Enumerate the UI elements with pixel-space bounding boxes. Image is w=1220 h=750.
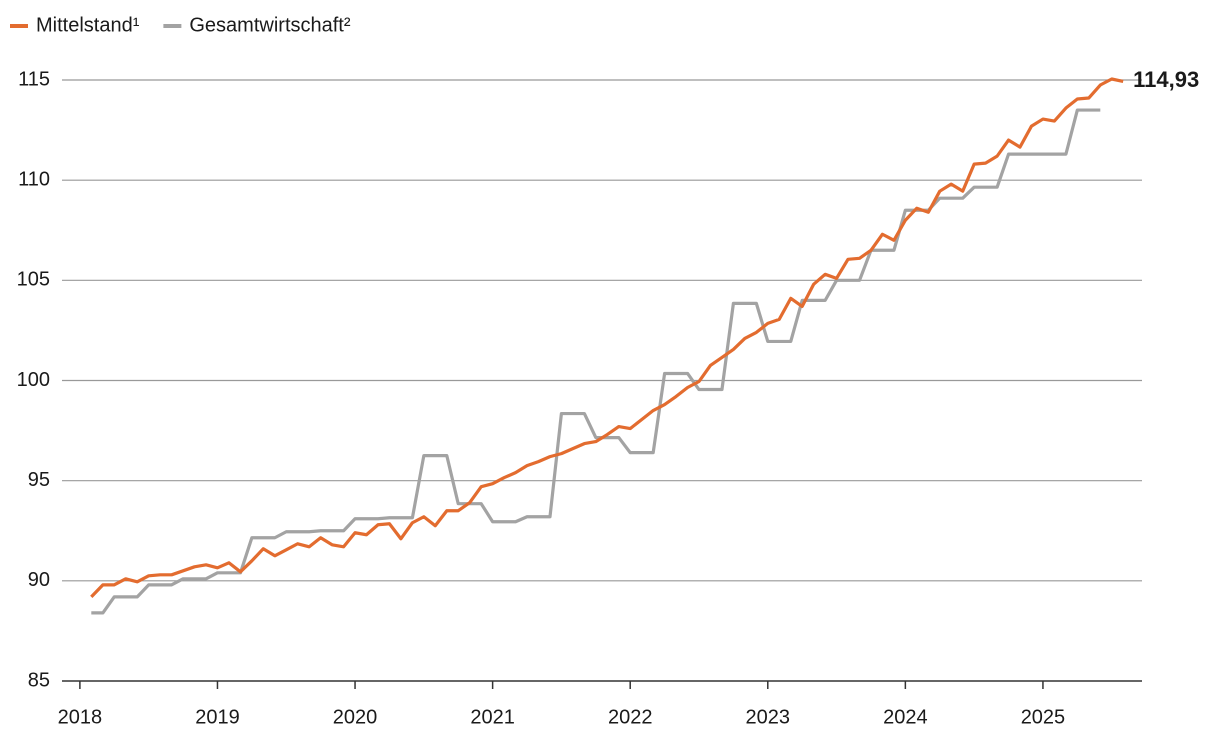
x-tick-label: 2022 (608, 706, 653, 728)
x-tick-label: 2025 (1021, 706, 1066, 728)
x-tick-label: 2024 (883, 706, 928, 728)
y-tick-label: 90 (28, 569, 50, 591)
y-tick-label: 110 (18, 168, 50, 190)
x-tick-label: 2018 (58, 706, 103, 728)
legend-label: Gesamtwirtschaft² (189, 14, 350, 36)
legend-label: Mittelstand¹ (36, 14, 140, 36)
y-tick-label: 95 (28, 469, 50, 491)
value-label: 114,93 (1133, 67, 1199, 92)
y-tick-label: 115 (18, 68, 50, 90)
y-tick-label: 85 (28, 669, 50, 691)
x-tick-label: 2023 (746, 706, 791, 728)
x-tick-label: 2020 (333, 706, 378, 728)
y-tick-label: 105 (17, 269, 50, 291)
series-line (90, 77, 1124, 598)
x-tick-label: 2019 (195, 706, 240, 728)
y-tick-label: 100 (17, 369, 50, 391)
x-tick-label: 2021 (470, 706, 515, 728)
